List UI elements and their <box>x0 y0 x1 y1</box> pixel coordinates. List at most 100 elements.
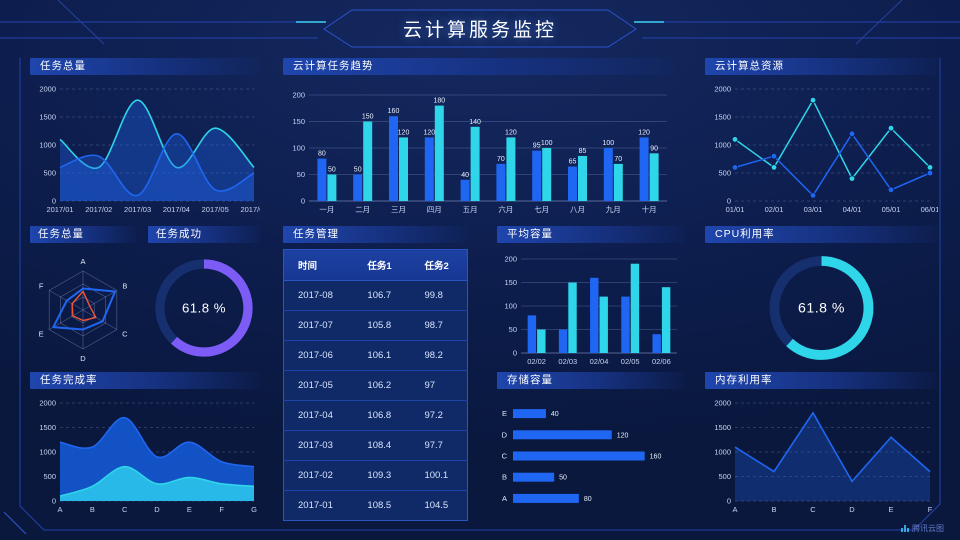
svg-text:61.8 %: 61.8 % <box>182 301 226 316</box>
svg-text:50: 50 <box>559 475 567 482</box>
table-row: 2017-06 106.1 98.2 <box>283 340 468 371</box>
svg-text:150: 150 <box>362 114 374 121</box>
panel-title-cpu-usage: CPU利用率 <box>705 226 938 243</box>
svg-text:一月: 一月 <box>319 205 334 214</box>
table-cell: 106.1 <box>353 340 411 371</box>
svg-text:50: 50 <box>297 170 305 179</box>
panel-tasks-total-radar: 任务总量 A B C D E F <box>30 226 136 368</box>
table-cell: 97 <box>410 370 468 401</box>
svg-text:1500: 1500 <box>714 113 731 122</box>
svg-text:500: 500 <box>718 169 731 178</box>
storage-hbar-chart: E 40 D 120 C 160 B 50 A 80 <box>497 395 685 520</box>
svg-text:200: 200 <box>292 91 305 100</box>
panel-title-task-mgmt: 任务管理 <box>283 226 468 243</box>
panel-completion-rate: 任务完成率 0 500 1000 1500 2000 A B C D E F G <box>30 372 260 516</box>
svg-text:120: 120 <box>398 129 410 136</box>
table-row: 2017-08 106.7 99.8 <box>283 280 468 311</box>
svg-text:八月: 八月 <box>570 205 585 214</box>
svg-text:02/06: 02/06 <box>652 357 671 366</box>
svg-text:80: 80 <box>584 496 592 503</box>
svg-text:90: 90 <box>650 145 658 152</box>
avg-capacity-bar-chart: 0 50 100 150 200 02/02 02/03 02/04 02/05 02/06 <box>497 249 685 372</box>
svg-text:F: F <box>928 505 933 514</box>
panel-title-task-trend: 云计算任务趋势 <box>283 58 675 75</box>
svg-text:500: 500 <box>43 169 56 178</box>
panel-task-success: 任务成功 61.8 % <box>148 226 260 368</box>
table-cell: 2017-04 <box>283 400 354 431</box>
watermark-logo-icon <box>901 525 909 532</box>
svg-text:五月: 五月 <box>463 205 478 214</box>
svg-text:85: 85 <box>579 148 587 155</box>
svg-text:1000: 1000 <box>714 141 731 150</box>
svg-text:十月: 十月 <box>642 204 657 214</box>
panel-avg-capacity: 平均容量 0 50 100 150 200 02/02 02/03 02/04 02/05 02/… <box>497 226 685 368</box>
svg-text:D: D <box>849 505 855 514</box>
table-row: 2017-04 106.8 97.2 <box>283 400 468 431</box>
table-body: 2017-08 106.7 99.8 2017-07 105.8 98.7 2017-06 1… <box>283 280 468 521</box>
svg-text:180: 180 <box>433 98 445 105</box>
panel-tasks-total-line: 任务总量 0 500 1000 1500 2000 2017/01 2017/02 2017/… <box>30 58 268 220</box>
panel-cpu-usage: CPU利用率 61.8 % <box>705 226 938 368</box>
vendor-watermark: 腾讯云图 <box>901 523 944 534</box>
table-header-cell: 任务1 <box>353 249 411 281</box>
panel-title-task-success: 任务成功 <box>148 226 260 243</box>
panel-title-tasks-total-radar: 任务总量 <box>30 226 136 243</box>
table-cell: 98.2 <box>410 340 468 371</box>
svg-text:2017/01: 2017/01 <box>46 205 73 214</box>
table-cell: 108.5 <box>353 490 411 521</box>
table-cell: 106.8 <box>353 400 411 431</box>
svg-text:100: 100 <box>541 140 553 147</box>
svg-text:B: B <box>502 473 507 482</box>
svg-text:50: 50 <box>354 167 362 174</box>
table-cell: 105.8 <box>353 310 411 341</box>
svg-text:100: 100 <box>602 140 614 147</box>
svg-text:1500: 1500 <box>39 423 56 432</box>
table-cell: 97.2 <box>410 400 468 431</box>
svg-text:150: 150 <box>504 278 517 287</box>
svg-text:1500: 1500 <box>714 423 731 432</box>
svg-text:A: A <box>732 505 737 514</box>
svg-text:02/01: 02/01 <box>765 205 784 214</box>
svg-text:0: 0 <box>52 197 56 206</box>
svg-text:0: 0 <box>727 197 731 206</box>
svg-text:2000: 2000 <box>714 85 731 94</box>
page-title: 云计算服务监控 <box>402 20 557 41</box>
panel-title-tasks-total-line: 任务总量 <box>30 58 260 75</box>
svg-text:0: 0 <box>727 497 731 506</box>
svg-text:2000: 2000 <box>39 85 56 94</box>
svg-text:六月: 六月 <box>498 204 513 214</box>
tasks-radar-chart: A B C D E F <box>30 249 136 372</box>
svg-text:1000: 1000 <box>39 448 56 457</box>
svg-text:二月: 二月 <box>355 205 370 214</box>
svg-text:50: 50 <box>328 167 336 174</box>
svg-text:B: B <box>90 505 95 514</box>
svg-text:D: D <box>502 430 508 439</box>
task-trend-bar-chart: 0 50 100 150 200 一月 二月 三月 四月 五月 六月 七月 八月 九月 十月 80 50 160 1… <box>283 81 675 220</box>
svg-text:61.8 %: 61.8 % <box>798 300 845 316</box>
svg-text:E: E <box>502 409 507 418</box>
svg-text:50: 50 <box>509 325 517 334</box>
svg-text:D: D <box>154 505 160 514</box>
table-cell: 109.3 <box>353 460 411 491</box>
table-cell: 2017-06 <box>283 340 354 371</box>
svg-text:三月: 三月 <box>391 205 406 214</box>
table-cell: 2017-02 <box>283 460 354 491</box>
tasks-total-area-chart: 0 500 1000 1500 2000 2017/01 2017/02 2017/03 201… <box>30 81 267 220</box>
task-table: 时间 任务1 任务2 2017-08 106.7 99.8 2017-07 105.8 98.… <box>283 249 468 521</box>
svg-text:70: 70 <box>497 156 505 163</box>
svg-text:100: 100 <box>292 144 305 153</box>
table-header-cell: 时间 <box>283 249 354 281</box>
task-success-donut-chart: 61.8 % <box>148 249 260 372</box>
svg-text:2000: 2000 <box>714 399 731 408</box>
svg-text:A: A <box>57 505 62 514</box>
svg-text:100: 100 <box>504 302 517 311</box>
svg-text:D: D <box>80 354 86 363</box>
table-cell: 2017-05 <box>283 370 354 401</box>
svg-text:120: 120 <box>423 129 435 136</box>
svg-text:E: E <box>888 505 893 514</box>
svg-text:C: C <box>122 330 128 339</box>
svg-text:0: 0 <box>301 197 305 206</box>
memory-usage-line-chart: 0 500 1000 1500 2000 A B C D E F <box>705 395 938 520</box>
svg-text:九月: 九月 <box>606 205 621 214</box>
panel-title-memory-usage: 内存利用率 <box>705 372 938 389</box>
